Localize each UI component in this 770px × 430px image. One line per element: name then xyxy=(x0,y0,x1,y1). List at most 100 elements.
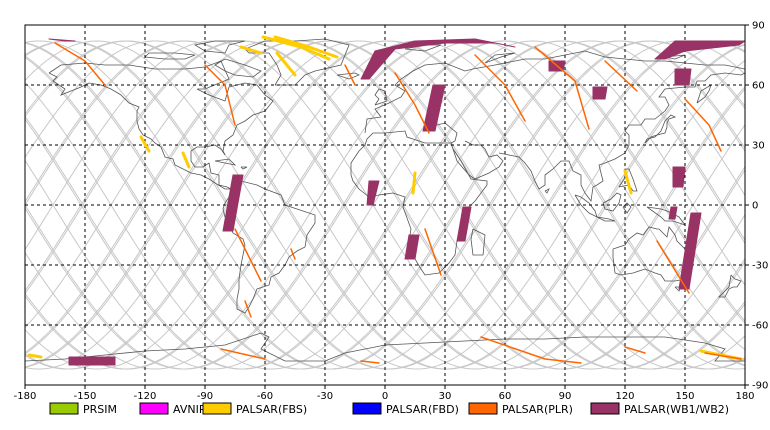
coastline xyxy=(596,216,616,222)
x-tick-label: -150 xyxy=(74,391,97,402)
swath-palsar-plr xyxy=(220,348,266,360)
x-tick-label: 150 xyxy=(675,391,694,402)
swath-palsar-wb xyxy=(366,180,380,206)
orbit-track xyxy=(25,40,745,370)
y-tick-label: -90 xyxy=(752,381,768,392)
y-tick-label: 90 xyxy=(752,21,765,32)
x-tick-label: 60 xyxy=(499,391,512,402)
coastline xyxy=(470,228,486,256)
swath-palsar-plr xyxy=(344,64,356,86)
swath-palsar-fbs xyxy=(27,353,43,359)
swath-palsar-plr xyxy=(204,64,236,126)
x-tick-label: -180 xyxy=(14,391,37,402)
coastline xyxy=(244,38,350,86)
swath-palsar-plr xyxy=(360,360,380,364)
orbit-track xyxy=(25,40,745,370)
legend-label-fbs: PALSAR(FBS) xyxy=(236,403,307,416)
coastline xyxy=(25,332,745,362)
coastline xyxy=(374,88,388,106)
legend-swatch-fbs xyxy=(202,402,232,415)
swath-palsar-plr xyxy=(290,248,296,260)
swath-palsar-fbs xyxy=(411,171,417,195)
legend-swatch-wb xyxy=(590,402,620,415)
swath-palsar-plr xyxy=(424,228,442,276)
legend-swatch-prism xyxy=(49,402,79,415)
coastline xyxy=(544,188,550,194)
coastline xyxy=(622,202,632,214)
legend-label-plr: PALSAR(PLR) xyxy=(502,403,573,416)
swath-palsar-plr xyxy=(480,336,582,364)
legend-swatch-avnir xyxy=(139,402,169,415)
swath-palsar-plr xyxy=(394,72,430,134)
swath-palsar-fbs xyxy=(275,51,297,77)
x-tick-label: 120 xyxy=(615,391,634,402)
swath-palsar-wb xyxy=(456,206,472,242)
orbit-track xyxy=(25,40,745,370)
orbit-track xyxy=(25,40,745,370)
y-tick-label: -30 xyxy=(752,261,768,272)
coastline xyxy=(214,158,237,166)
coastline xyxy=(240,166,248,170)
swath-palsar-wb xyxy=(592,86,608,100)
coastline xyxy=(436,122,458,144)
coastline xyxy=(48,60,274,190)
x-tick-label: 30 xyxy=(439,391,452,402)
y-tick-label: 0 xyxy=(752,201,758,212)
swath-palsar-wb xyxy=(222,174,244,232)
legend-swatch-fbd xyxy=(352,402,382,415)
swath-palsar-plr xyxy=(474,54,526,122)
swath-palsar-plr xyxy=(704,352,742,360)
legend-label-wb: PALSAR(WB1/WB2) xyxy=(624,403,729,416)
graticule xyxy=(25,25,745,385)
orbit-track xyxy=(25,40,745,370)
swath-palsar-plr xyxy=(54,42,106,86)
y-tick-label: 30 xyxy=(752,141,765,152)
x-tick-label: -90 xyxy=(197,391,213,402)
coastline xyxy=(602,192,622,212)
swath-palsar-wb xyxy=(68,356,116,366)
swath-palsar-fbs xyxy=(273,35,339,59)
swath-palsar-plr xyxy=(684,98,722,152)
swath-palsar-plr xyxy=(234,228,262,282)
swath-palsar-plr xyxy=(656,240,690,294)
coastline xyxy=(214,58,262,78)
orbit-track xyxy=(25,40,745,370)
x-tick-label: -120 xyxy=(134,391,157,402)
coastline xyxy=(144,52,196,60)
legend-swatch-plr xyxy=(468,402,498,415)
y-tick-label: 60 xyxy=(752,81,765,92)
swath-palsar-wb xyxy=(404,234,420,260)
orbit-track xyxy=(25,40,745,370)
coastline xyxy=(718,274,742,298)
x-tick-label: 180 xyxy=(735,391,754,402)
orbit-track xyxy=(25,40,745,370)
orbit-track xyxy=(25,40,745,370)
swath-palsar-wb xyxy=(360,38,516,80)
coastline xyxy=(574,194,598,218)
orbit-track xyxy=(25,40,745,370)
x-tick-label: 90 xyxy=(559,391,572,402)
x-tick-label: -60 xyxy=(257,391,273,402)
coastline xyxy=(644,114,677,144)
coastline xyxy=(664,54,686,60)
swath-palsar-wb xyxy=(422,84,446,132)
swath-palsar-plr xyxy=(604,60,638,92)
swath-palsar-wb xyxy=(678,212,702,290)
swath-palsar-fbs xyxy=(261,35,331,61)
orbit-track xyxy=(25,40,745,370)
axis-ticks: -180 -150 -120 -90 -60 -30 0 30 60 90 120 150 180 90 6… xyxy=(14,21,769,403)
swath-palsar-plr xyxy=(534,46,590,130)
swath-palsar-fbs xyxy=(181,151,191,169)
coastline xyxy=(498,72,745,203)
swath-palsar-plr xyxy=(244,300,252,318)
coastline xyxy=(193,40,246,54)
swath-palsar-wb xyxy=(668,206,678,220)
swath-palsar-fbs xyxy=(139,135,151,153)
x-tick-label: 0 xyxy=(382,391,388,402)
y-tick-label: -60 xyxy=(752,321,768,332)
orbit-track xyxy=(25,40,745,370)
swath-palsar-fbs xyxy=(623,169,633,195)
swath-palsar-wb xyxy=(674,68,692,86)
coastline xyxy=(484,52,516,64)
